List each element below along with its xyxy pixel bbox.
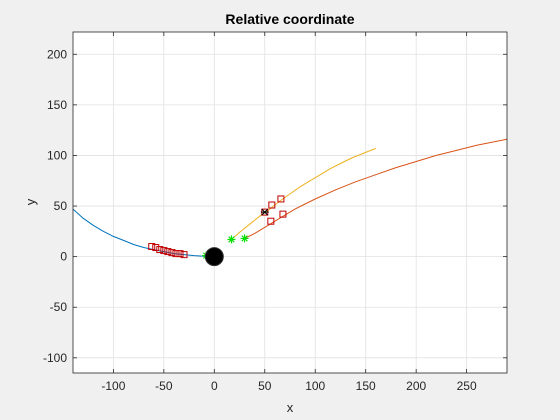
y-tick-label: -100 <box>43 351 67 365</box>
x-tick-label: 200 <box>406 379 426 393</box>
square-marker <box>279 210 287 218</box>
x-tick-label: 100 <box>305 379 325 393</box>
y-tick-label: 200 <box>47 47 67 61</box>
series-line-blue <box>73 208 215 258</box>
axes-box <box>72 31 508 374</box>
y-tick-label: 150 <box>47 98 67 112</box>
y-axis-label: y <box>23 198 38 205</box>
square-marker <box>148 243 156 251</box>
series-line-red <box>244 138 507 239</box>
square-marker <box>152 244 160 252</box>
square-marker <box>160 247 168 255</box>
x-tick-label: -50 <box>155 379 173 393</box>
grid <box>73 32 507 373</box>
square-marker <box>156 246 164 254</box>
x-tick-label: 150 <box>356 379 376 393</box>
y-tick-label: -50 <box>50 300 68 314</box>
x-tick-label: 50 <box>258 379 272 393</box>
x-axis-label: x <box>287 400 294 415</box>
square-marker <box>172 250 180 258</box>
square-marker <box>164 248 172 256</box>
plot-area <box>73 138 507 267</box>
star-marker <box>240 234 249 243</box>
x-tick-label: 0 <box>211 379 218 393</box>
square-marker <box>168 249 176 257</box>
square-marker <box>267 217 275 225</box>
origin-marker <box>204 247 224 267</box>
y-tick-label: 0 <box>60 250 67 264</box>
y-tick-label: 100 <box>47 148 67 162</box>
y-tick-label: 50 <box>54 199 68 213</box>
square-marker <box>180 251 188 259</box>
ticks: -100 -50 0 50 100 150 200 250 -100 -50 0 50 100 150 20… <box>43 32 507 393</box>
square-marker <box>176 250 184 258</box>
axes-background <box>73 32 507 373</box>
star-marker <box>227 235 236 244</box>
series-line-yellow <box>229 147 376 242</box>
square-marker <box>277 195 285 203</box>
chart-title: Relative coordinate <box>225 11 354 27</box>
square-marker <box>268 201 276 209</box>
cross-marker <box>260 208 269 216</box>
x-tick-label: -100 <box>101 379 125 393</box>
x-tick-label: 250 <box>457 379 477 393</box>
